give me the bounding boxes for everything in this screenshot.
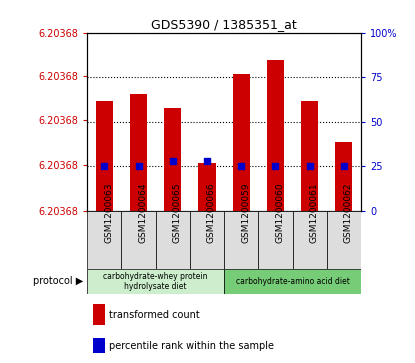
Text: carbohydrate-whey protein
hydrolysate diet: carbohydrate-whey protein hydrolysate di…: [103, 272, 208, 291]
Point: [135, 163, 142, 169]
Bar: [87, 269, 224, 294]
Text: GSM1200065: GSM1200065: [173, 183, 182, 243]
Text: GSM1200062: GSM1200062: [344, 183, 353, 243]
Bar: [93, 338, 105, 353]
Text: GSM1200059: GSM1200059: [241, 183, 250, 243]
Point: [101, 163, 107, 169]
Text: GSM1200061: GSM1200061: [310, 183, 319, 243]
Point: [238, 163, 244, 169]
Point: [341, 163, 347, 169]
Bar: [122, 211, 156, 269]
Bar: [293, 211, 327, 269]
Text: transformed count: transformed count: [109, 310, 200, 320]
Bar: [259, 211, 293, 269]
Point: [204, 158, 210, 164]
Point: [169, 158, 176, 164]
Bar: [327, 211, 361, 269]
Bar: [224, 211, 259, 269]
Bar: [93, 304, 105, 325]
Text: GSM1200060: GSM1200060: [276, 183, 284, 243]
Text: carbohydrate-amino acid diet: carbohydrate-amino acid diet: [236, 277, 349, 286]
Point: [272, 163, 279, 169]
Bar: [156, 211, 190, 269]
Bar: [96, 101, 113, 211]
Bar: [233, 74, 250, 211]
Text: GSM1200066: GSM1200066: [207, 183, 216, 243]
Bar: [224, 269, 361, 294]
Bar: [267, 60, 284, 211]
Bar: [130, 94, 147, 211]
Bar: [190, 211, 224, 269]
Text: protocol ▶: protocol ▶: [34, 276, 84, 286]
Title: GDS5390 / 1385351_at: GDS5390 / 1385351_at: [151, 19, 297, 32]
Bar: [164, 108, 181, 211]
Point: [306, 163, 313, 169]
Bar: [87, 211, 122, 269]
Bar: [301, 101, 318, 211]
Bar: [335, 142, 352, 211]
Text: percentile rank within the sample: percentile rank within the sample: [109, 341, 274, 351]
Bar: [198, 163, 215, 211]
Text: GSM1200063: GSM1200063: [104, 183, 113, 243]
Text: GSM1200064: GSM1200064: [139, 183, 147, 243]
